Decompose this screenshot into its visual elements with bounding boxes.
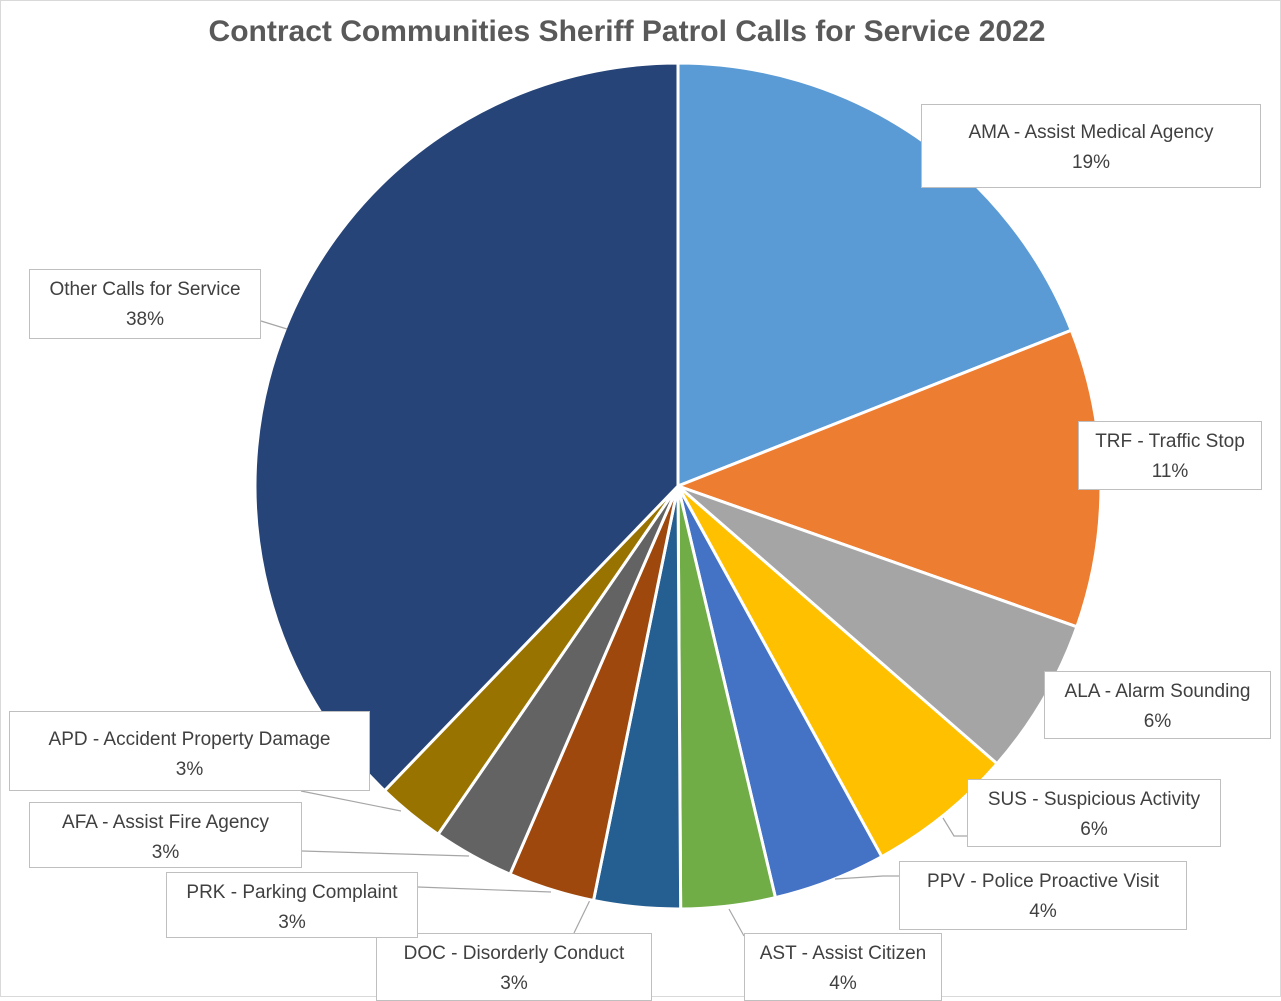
- data-label-percent: 19%: [1071, 152, 1111, 173]
- data-label-category: Other Calls for Service: [49, 279, 241, 300]
- leader-line: [834, 875, 899, 880]
- data-label-category: ALA - Alarm Sounding: [1064, 681, 1251, 702]
- leader-line: [728, 908, 745, 937]
- data-label-category: AFA - Assist Fire Agency: [62, 812, 269, 833]
- data-label: TRF - Traffic Stop 11%: [1078, 421, 1262, 490]
- data-label-percent: 3%: [175, 759, 204, 780]
- data-label: PRK - Parking Complaint 3%: [166, 872, 418, 938]
- data-label: SUS - Suspicious Activity 6%: [967, 779, 1221, 847]
- data-label-category: PRK - Parking Complaint: [186, 882, 398, 903]
- data-label-percent: 6%: [1143, 711, 1172, 732]
- data-label: Other Calls for Service 38%: [29, 269, 261, 339]
- leader-line: [573, 897, 592, 934]
- data-label: ALA - Alarm Sounding 6%: [1044, 671, 1271, 739]
- pie-slice: [253, 61, 680, 793]
- pie-slice: [676, 484, 1079, 766]
- data-label: DOC - Disorderly Conduct 3%: [376, 933, 652, 1001]
- data-label: PPV - Police Proactive Visit 4%: [899, 861, 1187, 930]
- data-label-percent: 4%: [1029, 901, 1057, 922]
- data-label-percent: 4%: [829, 973, 857, 994]
- data-label-category: PPV - Police Proactive Visit: [927, 871, 1159, 892]
- chart-title: Contract Communities Sheriff Patrol Call…: [208, 15, 1046, 48]
- leader-line: [301, 850, 470, 857]
- data-label-percent: 3%: [500, 973, 528, 994]
- data-label: APD - Accident Property Damage 3%: [9, 711, 370, 791]
- data-label-percent: 3%: [278, 912, 306, 933]
- data-label-category: SUS - Suspicious Activity: [987, 789, 1201, 810]
- data-label-category: AST - Assist Citizen: [759, 943, 927, 964]
- data-label-percent: 6%: [1080, 819, 1108, 840]
- data-label-category: TRF - Traffic Stop: [1095, 431, 1245, 452]
- leader-line: [942, 817, 967, 837]
- data-label-percent: 38%: [125, 309, 165, 330]
- data-label: AST - Assist Citizen 4%: [744, 933, 942, 1001]
- data-label-percent: 3%: [151, 842, 180, 863]
- data-label: AMA - Assist Medical Agency 19%: [921, 104, 1261, 188]
- data-label-category: AMA - Assist Medical Agency: [968, 122, 1214, 143]
- pie-slice: [676, 484, 999, 859]
- pie-slice: [676, 61, 1073, 488]
- data-label-percent: 11%: [1151, 461, 1189, 482]
- data-label-category: DOC - Disorderly Conduct: [403, 943, 625, 964]
- data-label-category: APD - Accident Property Damage: [48, 729, 331, 750]
- leader-line: [300, 790, 402, 812]
- leader-line: [417, 886, 552, 893]
- leader-line: [260, 320, 288, 330]
- data-label: AFA - Assist Fire Agency 3%: [29, 802, 302, 868]
